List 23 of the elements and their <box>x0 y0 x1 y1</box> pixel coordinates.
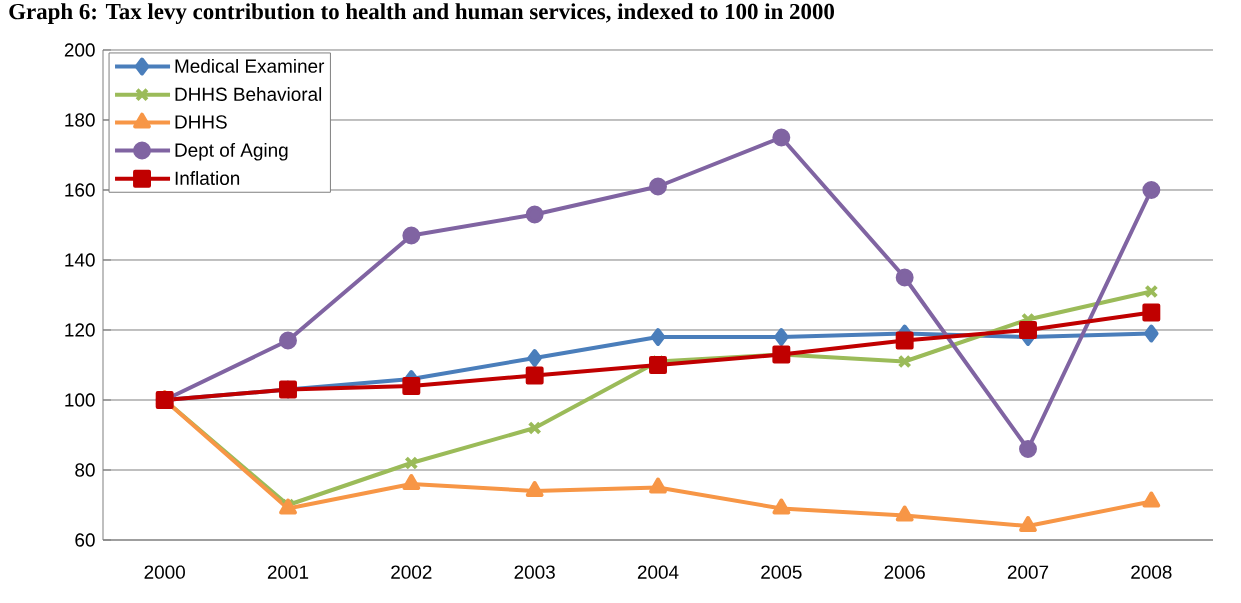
y-tick-label: 100 <box>65 393 95 407</box>
y-tick-label: 80 <box>75 463 95 477</box>
y-tick-label: 180 <box>65 113 95 127</box>
x-tick-label: 2006 <box>884 565 925 579</box>
chart-title: Graph 6: Tax levy contribution to health and human services, indexed to 100 in 2000 <box>9 3 835 25</box>
x-tick-label: 2003 <box>514 565 555 579</box>
y-tick-label: 120 <box>65 323 95 337</box>
legend-label: DHHS Behavioral <box>175 87 322 101</box>
x-tick-label: 2007 <box>1007 565 1049 579</box>
y-tick-label: 140 <box>65 253 95 267</box>
legend-label: Medical Examiner <box>175 58 325 73</box>
x-tick-label: 2000 <box>144 565 185 579</box>
y-tick-label: 200 <box>64 43 95 57</box>
x-tick-label: 2004 <box>637 565 679 579</box>
y-tick-label: 160 <box>65 183 95 197</box>
legend-label: DHHS <box>175 115 227 129</box>
x-tick-label: 2001 <box>267 565 309 579</box>
x-tick-label: 2005 <box>761 565 802 579</box>
y-tick-label: 60 <box>75 533 95 547</box>
legend-label: Dept of Aging <box>175 142 288 161</box>
x-tick-label: 2002 <box>391 565 432 579</box>
x-tick-label: 2008 <box>1131 565 1172 579</box>
legend-label: Inflation <box>175 171 240 185</box>
